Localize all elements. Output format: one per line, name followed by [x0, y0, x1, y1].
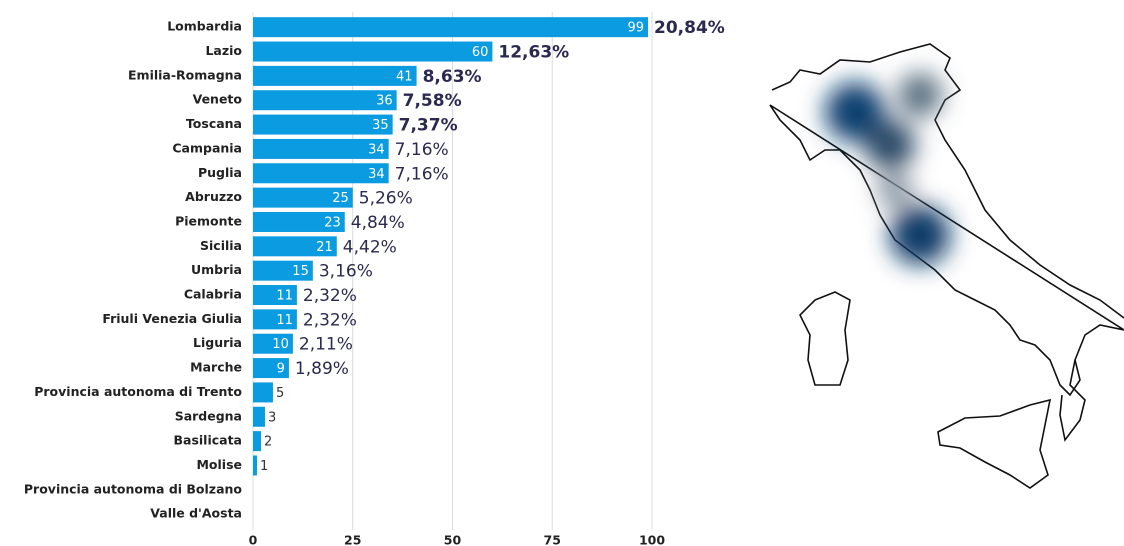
value-label: 35 [372, 118, 389, 133]
x-tick-label: 75 [544, 533, 561, 546]
x-tick-label: 50 [444, 533, 462, 546]
value-label: 3 [268, 410, 276, 425]
category-label: Piemonte [175, 213, 242, 228]
bar [253, 211, 345, 232]
value-label: 36 [376, 94, 393, 109]
map-calabria [1059, 359, 1086, 442]
value-label: 34 [368, 142, 385, 157]
category-label: Calabria [184, 287, 242, 302]
x-tick-label: 0 [249, 533, 258, 546]
percentage-label: 1,89% [295, 359, 349, 379]
bar [253, 65, 417, 86]
value-label: 11 [276, 313, 293, 328]
percentage-label: 20,84% [654, 18, 725, 38]
percentage-label: 7,16% [395, 164, 449, 184]
percentage-label: 5,26% [359, 189, 413, 209]
category-label: Abruzzo [185, 189, 242, 204]
category-label: Marche [190, 360, 242, 375]
value-label: 41 [396, 69, 413, 84]
value-label: 11 [276, 289, 293, 304]
category-label: Campania [172, 140, 242, 155]
category-label: Provincia autonoma di Trento [34, 384, 242, 399]
percentage-label: 4,84% [351, 213, 405, 233]
category-label: Toscana [186, 116, 242, 131]
bar [253, 260, 313, 281]
x-tick-label: 100 [639, 533, 665, 546]
value-label: 2 [264, 435, 272, 450]
value-label: 15 [292, 264, 309, 279]
map-outline [769, 43, 1124, 397]
category-label: Liguria [193, 335, 242, 350]
category-label: Veneto [193, 92, 243, 107]
percentage-label: 4,42% [343, 237, 397, 257]
percentage-label: 12,63% [498, 43, 569, 63]
italy-map [769, 43, 1124, 489]
percentage-label: 7,58% [403, 91, 462, 111]
heat-spot [898, 73, 942, 117]
value-label: 1 [260, 459, 268, 474]
percentage-label: 2,11% [299, 335, 353, 355]
bar [253, 333, 293, 354]
category-label: Emilia-Romagna [128, 67, 242, 82]
category-label: Sicilia [200, 238, 242, 253]
percentage-label: 2,32% [303, 286, 357, 306]
value-label: 25 [332, 191, 349, 206]
bar [253, 138, 389, 159]
value-label: 60 [472, 45, 489, 60]
bar [253, 163, 389, 184]
value-label: 23 [324, 215, 341, 230]
bar [253, 187, 353, 208]
category-label: Sardegna [175, 408, 242, 423]
value-label: 34 [368, 167, 385, 182]
category-label: Friuli Venezia Giulia [102, 311, 242, 326]
percentage-label: 2,32% [303, 310, 357, 330]
percentage-label: 7,37% [399, 116, 458, 136]
category-label: Umbria [191, 262, 242, 277]
category-label: Molise [196, 457, 242, 472]
bar [253, 236, 337, 257]
bar [253, 382, 273, 403]
category-label: Lazio [205, 43, 242, 58]
value-label: 10 [272, 337, 289, 352]
bar [253, 406, 265, 427]
heat-spot [865, 120, 915, 170]
bar [253, 114, 393, 135]
percentage-label: 8,63% [423, 67, 482, 87]
bar [253, 285, 297, 306]
bar [253, 17, 649, 38]
map-sardinia [799, 291, 851, 386]
category-label: Puglia [198, 165, 242, 180]
bar [253, 309, 297, 330]
bar [253, 41, 493, 62]
category-label: Basilicata [173, 433, 242, 448]
map-sicily [937, 398, 1052, 489]
heat-spot [877, 172, 913, 208]
percentage-label: 3,16% [319, 262, 373, 282]
value-label: 21 [316, 240, 333, 255]
heat-spot [825, 82, 885, 142]
bar [253, 358, 289, 379]
x-tick-label: 25 [344, 533, 361, 546]
category-label: Lombardia [167, 19, 242, 34]
bar [253, 455, 257, 476]
bar [253, 90, 397, 111]
category-label: Valle d'Aosta [150, 506, 242, 521]
heat-spot [890, 205, 950, 265]
value-label: 9 [277, 362, 285, 377]
percentage-label: 7,16% [395, 140, 449, 160]
category-label: Provincia autonoma di Bolzano [24, 481, 243, 496]
value-label: 5 [276, 386, 284, 401]
value-label: 99 [627, 21, 644, 36]
bar [253, 431, 261, 452]
